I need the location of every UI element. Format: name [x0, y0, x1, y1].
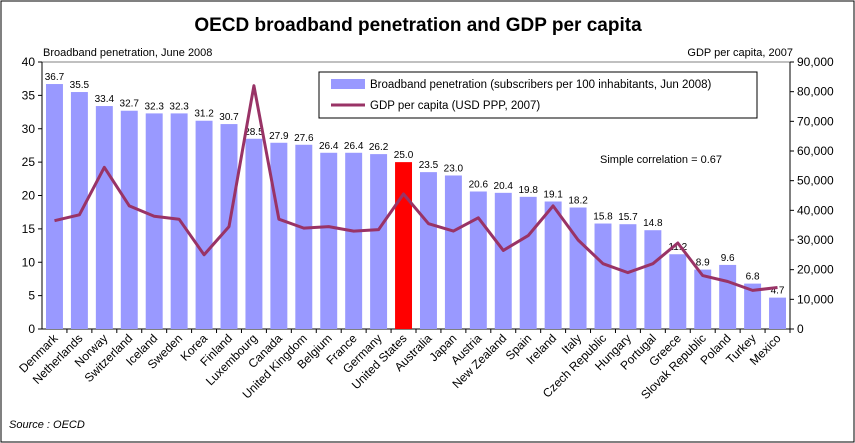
bar	[370, 154, 388, 329]
right-tick-label: 10,000	[797, 292, 834, 306]
source-note: Source : OECD	[9, 419, 85, 431]
left-tick-label: 25	[22, 155, 36, 169]
bar-value-label: 36.7	[45, 72, 65, 83]
bar-value-label: 20.4	[494, 181, 514, 192]
bar	[419, 172, 437, 329]
bar-value-label: 11.2	[668, 242, 687, 253]
bar-value-label: 25.0	[394, 150, 414, 161]
bar	[669, 254, 687, 329]
bar	[469, 191, 487, 329]
bar-value-label: 27.6	[294, 133, 314, 144]
bar	[145, 113, 163, 330]
bar-value-label: 14.8	[643, 218, 663, 229]
bar-value-label: 8.9	[696, 258, 710, 269]
left-tick-label: 15	[22, 222, 36, 236]
left-tick-label: 40	[22, 55, 36, 69]
right-tick-label: 0	[797, 322, 804, 336]
left-tick-label: 30	[22, 122, 36, 136]
bar-value-label: 9.6	[721, 253, 735, 264]
bar	[45, 84, 63, 329]
left-tick-label: 0	[28, 322, 35, 336]
bar	[345, 152, 363, 329]
left-axis-label: Broadband penetration, June 2008	[43, 47, 212, 59]
bar	[569, 207, 587, 329]
bar-value-label: 33.4	[95, 94, 115, 105]
bar-value-label: 26.4	[344, 141, 364, 152]
bar-value-label: 32.3	[169, 101, 189, 112]
bar	[95, 106, 113, 330]
bar-value-label: 19.1	[543, 190, 563, 201]
bar-value-label: 32.7	[120, 99, 140, 110]
correlation-annotation: Simple correlation = 0.67	[600, 154, 722, 166]
bar-value-label: 30.7	[219, 112, 239, 123]
bar	[245, 138, 263, 329]
legend-bar-label: Broadband penetration (subscribers per 1…	[370, 79, 712, 91]
bar	[519, 196, 537, 329]
right-tick-label: 90,000	[797, 55, 834, 69]
right-tick-label: 80,000	[797, 85, 834, 99]
bar	[120, 110, 138, 329]
bar-value-label: 23.0	[444, 163, 464, 174]
bar	[320, 152, 338, 329]
bar-value-label: 6.8	[746, 272, 760, 283]
bar-value-label: 28.5	[244, 127, 264, 138]
bar-value-label: 4.7	[771, 286, 785, 297]
bar	[769, 297, 787, 329]
bar	[594, 223, 612, 329]
bar-value-label: 26.4	[319, 141, 339, 152]
chart-title: OECD broadband penetration and GDP per c…	[194, 15, 642, 36]
bar	[544, 201, 562, 329]
left-tick-label: 35	[22, 88, 36, 102]
right-tick-label: 40,000	[797, 203, 834, 217]
right-tick-label: 20,000	[797, 263, 834, 277]
bar-value-label: 19.8	[518, 185, 538, 196]
bar	[195, 120, 213, 330]
bar-value-label: 15.7	[618, 212, 638, 223]
bar	[270, 142, 288, 329]
bar	[444, 175, 462, 329]
bar	[295, 144, 313, 329]
bar-value-label: 31.2	[194, 109, 214, 120]
bar-value-label: 32.3	[144, 101, 164, 112]
legend-bar-swatch	[331, 79, 365, 89]
bar-value-label: 35.5	[70, 80, 90, 91]
legend-line-label: GDP per capita (USD PPP, 2007)	[370, 100, 540, 112]
bar	[619, 224, 637, 329]
right-axis-label: GDP per capita, 2007	[687, 47, 793, 59]
right-tick-label: 30,000	[797, 233, 834, 247]
right-tick-label: 50,000	[797, 174, 834, 188]
bar	[644, 230, 662, 329]
right-tick-label: 70,000	[797, 114, 834, 128]
bar-value-label: 15.8	[593, 212, 613, 223]
bar	[395, 162, 413, 329]
left-tick-label: 10	[22, 255, 36, 269]
bar	[719, 264, 737, 329]
bar-value-label: 20.6	[469, 179, 489, 190]
right-tick-label: 60,000	[797, 144, 834, 158]
legend: Broadband penetration (subscribers per 1…	[318, 71, 758, 119]
left-tick-label: 5	[28, 289, 35, 303]
gdp-line-series	[54, 84, 778, 292]
bar	[70, 92, 88, 329]
bar-value-label: 26.2	[369, 142, 389, 153]
bar	[694, 269, 712, 329]
legend-box	[318, 71, 758, 119]
bar	[494, 192, 512, 329]
bar-value-label: 18.2	[568, 196, 588, 207]
bar	[744, 283, 762, 329]
bar-value-label: 27.9	[269, 131, 289, 142]
left-tick-label: 20	[22, 189, 36, 203]
bar-value-label: 23.5	[419, 160, 439, 171]
